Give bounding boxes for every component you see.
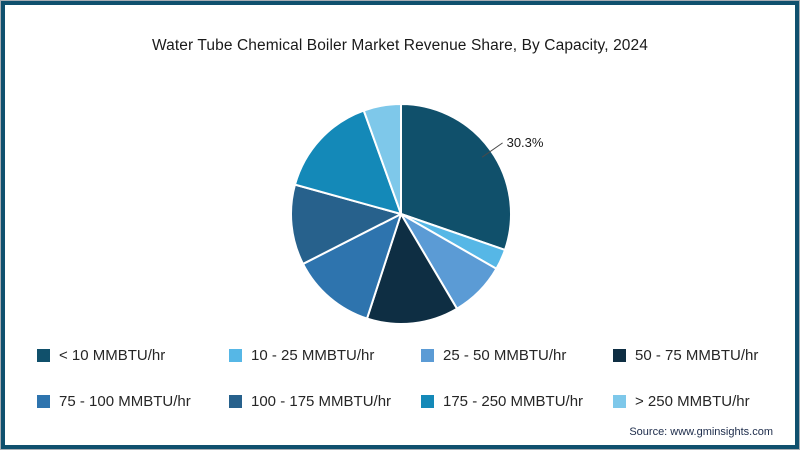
legend-swatch bbox=[613, 394, 626, 408]
legend-swatch bbox=[229, 348, 242, 362]
legend-item: 25 - 50 MMBTU/hr bbox=[421, 345, 613, 365]
pie-slice bbox=[366, 213, 458, 325]
legend-swatch bbox=[421, 394, 434, 408]
legend-item: > 250 MMBTU/hr bbox=[613, 391, 799, 411]
legend-item: 75 - 100 MMBTU/hr bbox=[37, 391, 229, 411]
chart-title: Water Tube Chemical Boiler Market Revenu… bbox=[152, 37, 648, 54]
legend-label: 25 - 50 MMBTU/hr bbox=[443, 346, 567, 364]
pie-slice bbox=[290, 183, 402, 265]
legend-swatch bbox=[37, 394, 50, 408]
legend-label: 100 - 175 MMBTU/hr bbox=[251, 392, 392, 410]
legend-swatch bbox=[613, 348, 626, 362]
legend-item: 50 - 75 MMBTU/hr bbox=[613, 345, 799, 365]
pie-slice bbox=[301, 213, 402, 320]
pie-chart: 30.3% bbox=[290, 103, 544, 325]
legend-item: 10 - 25 MMBTU/hr bbox=[229, 345, 421, 365]
legend-swatch bbox=[229, 394, 242, 408]
source-attribution: Source: www.gminsights.com bbox=[629, 426, 773, 438]
pie-slice bbox=[362, 103, 402, 215]
callout-line bbox=[481, 142, 503, 158]
legend: < 10 MMBTU/hr 10 - 25 MMBTU/hr 25 - 50 MMB… bbox=[37, 345, 799, 411]
legend-label: 75 - 100 MMBTU/hr bbox=[59, 392, 191, 410]
legend-label: 10 - 25 MMBTU/hr bbox=[251, 346, 375, 364]
legend-item: 175 - 250 MMBTU/hr bbox=[421, 391, 613, 411]
legend-label: < 10 MMBTU/hr bbox=[59, 346, 166, 364]
legend-label: > 250 MMBTU/hr bbox=[635, 392, 750, 410]
pie-slice bbox=[293, 109, 402, 215]
legend-swatch bbox=[421, 348, 434, 362]
pie-slice bbox=[400, 103, 512, 251]
legend-swatch bbox=[37, 348, 50, 362]
legend-item: < 10 MMBTU/hr bbox=[37, 345, 229, 365]
legend-label: 175 - 250 MMBTU/hr bbox=[443, 392, 584, 410]
legend-item: 100 - 175 MMBTU/hr bbox=[229, 391, 421, 411]
legend-label: 50 - 75 MMBTU/hr bbox=[635, 346, 759, 364]
callout-label: 30.3% bbox=[507, 135, 544, 150]
